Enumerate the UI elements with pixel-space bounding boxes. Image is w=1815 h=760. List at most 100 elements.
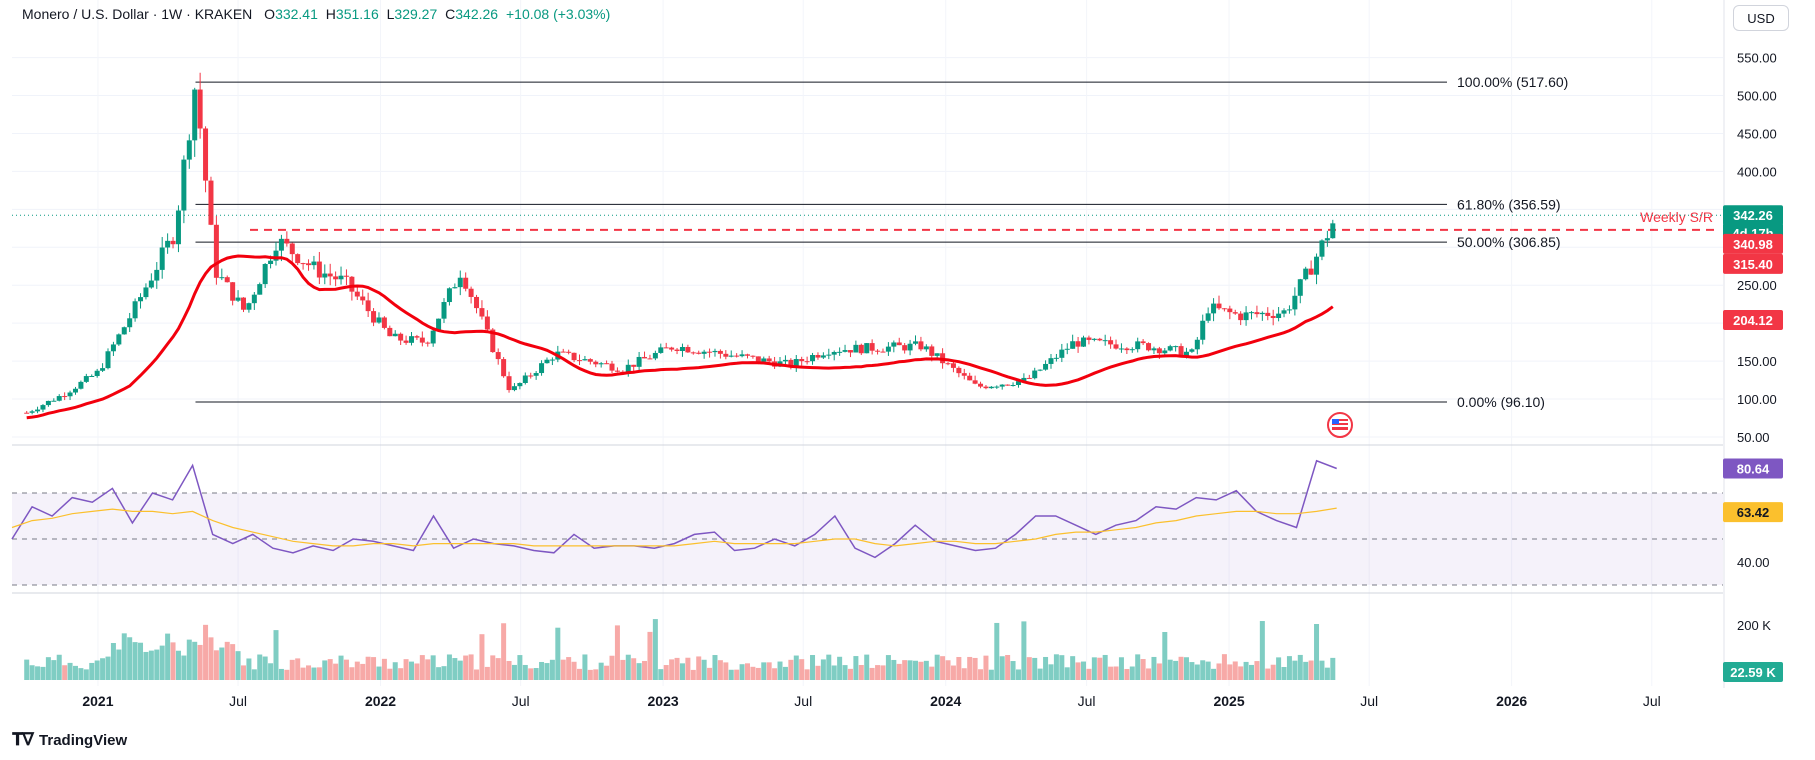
price-axis[interactable]: 550.00500.00450.00400.00350.00300.00250.… (1737, 51, 1777, 633)
fib-level-label: 100.00% (517.60) (1457, 74, 1568, 90)
volume-bar (62, 665, 68, 680)
volume-bar (815, 665, 821, 680)
volume-bar (652, 619, 658, 680)
volume-bar (1037, 668, 1043, 680)
volume-bar (306, 665, 312, 680)
candle-body (782, 359, 788, 362)
candle-body (1265, 312, 1271, 316)
candle-body (1173, 346, 1179, 348)
candle-body (1238, 313, 1244, 321)
volume-bar (793, 655, 799, 680)
candle-body (51, 400, 57, 402)
candle-body (902, 345, 908, 351)
candle-body (869, 343, 875, 351)
fib-level-label: 61.80% (356.59) (1457, 196, 1561, 212)
volume-bar (224, 641, 230, 680)
candle-body (788, 359, 794, 368)
candle-body (842, 350, 848, 352)
candle-body (116, 334, 122, 345)
volume-bar (744, 663, 750, 680)
candle-body (1086, 337, 1092, 340)
candle-body (826, 354, 832, 356)
candle-body (1135, 341, 1141, 350)
fib-retracement[interactable]: 100.00% (517.60) 61.80% (356.59) 50.00% (3… (12, 74, 1723, 410)
candle-body (847, 350, 853, 353)
volume-bar (262, 656, 268, 680)
flag-icon[interactable] (1327, 412, 1353, 438)
candle-body (213, 224, 219, 278)
volume-bar (1048, 664, 1054, 680)
candle-body (333, 276, 339, 280)
volume-bar (1005, 654, 1011, 680)
time-axis[interactable]: 2021 Jul 2022 Jul 2023 Jul 2024 Jul 2025 Jul 2026 J… (82, 693, 1660, 709)
candle-body (175, 210, 181, 245)
candle-body (690, 352, 696, 354)
candle-body (132, 301, 138, 319)
volume-bar (999, 656, 1005, 680)
volume-bar (343, 659, 349, 680)
volume-bar (788, 659, 794, 680)
candle-body (289, 243, 295, 255)
volume-bar (717, 660, 723, 680)
candle-body (544, 359, 550, 364)
candle-body (495, 352, 501, 360)
candle-body (441, 302, 447, 319)
volume-bar (474, 669, 480, 680)
time-tick-label: 2023 (648, 693, 679, 709)
candle-body (138, 297, 144, 302)
candle-body (24, 412, 30, 414)
volume-bar (728, 669, 734, 680)
volume-bar (723, 662, 729, 680)
candle-body (929, 346, 935, 356)
volume-bar (349, 667, 355, 680)
candle-body (631, 364, 637, 367)
candle-body (246, 303, 252, 310)
candle-body (300, 263, 306, 265)
volume-bar (772, 668, 778, 680)
volume-bar (896, 663, 902, 680)
candle-body (923, 346, 929, 350)
time-tick-label: Jul (229, 693, 247, 709)
volume-bar (24, 659, 30, 680)
volume-bar (35, 666, 41, 680)
volume-bar (230, 644, 236, 680)
volume-bar (945, 660, 951, 680)
sr-price-badge: 340.98 (1733, 237, 1773, 252)
volume-bar (875, 665, 881, 680)
volume-bar (311, 667, 317, 680)
candle-body (365, 300, 371, 312)
candle-body (1010, 384, 1016, 386)
candle-body (1297, 279, 1303, 296)
volume-bar (853, 656, 859, 680)
candle-body (734, 355, 740, 357)
volume-bar (1297, 654, 1303, 680)
candle-body (1129, 349, 1135, 351)
candle-body (408, 336, 414, 343)
volume-bar (479, 634, 485, 680)
candle-body (484, 316, 490, 330)
currency-button[interactable]: USD (1733, 5, 1789, 31)
volume-bar (658, 669, 664, 680)
candle-body (235, 297, 241, 301)
volume-bar (522, 664, 528, 680)
change-value: +10.08 (+3.03%) (505, 6, 611, 22)
volume-bar (810, 655, 816, 680)
candle-body (1227, 308, 1233, 313)
volume-bar (847, 668, 853, 680)
volume-bar (29, 665, 35, 680)
candle-body (67, 392, 73, 397)
volume-bar (994, 622, 1000, 680)
candle-body (1330, 223, 1336, 239)
volume-bar (1259, 621, 1265, 680)
volume-bar (51, 660, 57, 680)
candle-body (593, 361, 599, 365)
volume-bar (208, 637, 214, 680)
volume-bar (1146, 668, 1152, 680)
volume-bar (127, 637, 133, 680)
tradingview-brand[interactable]: 𝐓∇ TradingView (12, 730, 127, 750)
candle-body (1081, 337, 1087, 347)
volume-bar (1075, 662, 1081, 680)
close-label: C (445, 6, 456, 22)
volume-bar (642, 660, 648, 680)
